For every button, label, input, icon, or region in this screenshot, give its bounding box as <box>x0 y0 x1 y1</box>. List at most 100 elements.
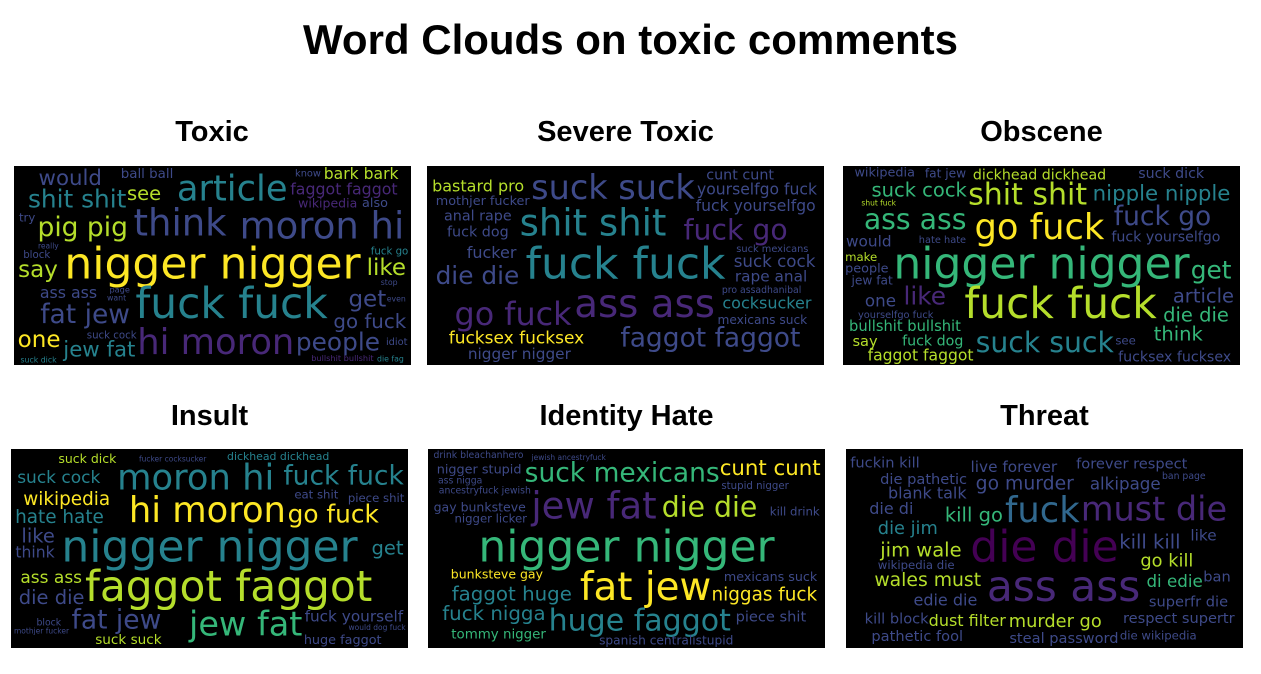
cloud-word-mothjer-fucker: mothjer fucker <box>436 194 531 209</box>
cloud-word-dust-filter: dust filter <box>929 611 1007 630</box>
cloud-word-anal-rape: anal rape <box>444 209 512 225</box>
cloud-word-fuck-dog: fuck dog <box>447 224 509 240</box>
cloud-word-stop: stop <box>381 278 398 287</box>
cloud-word-go-fuck: go fuck <box>288 500 380 529</box>
cloud-word-fuck-yourselfgo: fuck yourselfgo <box>696 197 816 215</box>
cloud-word-live-forever: live forever <box>971 458 1058 476</box>
cloud-word-think: think <box>15 544 54 562</box>
cloud-word-die-die: die die <box>436 261 520 290</box>
cloud-word-die-die: die die <box>662 490 757 523</box>
cloud-word-spanish-centralistupid: spanish centralistupid <box>599 634 733 648</box>
cloud-word-die-fag: die fag <box>377 354 404 363</box>
cloud-word-suck-cock: suck cock <box>87 330 137 341</box>
cloud-word-faggot-faggot: faggot faggot <box>85 562 372 611</box>
cloud-word-drink-bleachanhero: drink bleachanhero <box>434 450 524 461</box>
cloud-word-fat-jew: fat jew <box>580 565 711 610</box>
cloud-word-wikipedia: wikipedia <box>298 195 357 210</box>
cloud-word-fuck-yourselfgo: fuck yourselfgo <box>1111 229 1220 245</box>
cloud-word-suck-dick: suck dick <box>1138 166 1205 182</box>
cloud-word-like: like <box>1190 526 1216 544</box>
cloud-word-jew-fat: jew fat <box>530 485 656 528</box>
cloud-word-kill-kill: kill kill <box>1119 530 1180 553</box>
cloud-word-nigger-stupid: nigger stupid <box>437 463 522 478</box>
cloud-word-suck-cock: suck cock <box>871 179 967 202</box>
cloud-word-shut-fuck: shut fuck <box>861 199 896 208</box>
cloud-word-ball-ball: ball ball <box>121 167 174 182</box>
cloud-word-nigger-nigger: nigger nigger <box>468 345 572 363</box>
cloud-word-fuck-yourself: fuck yourself <box>305 607 404 625</box>
cloud-word-hi-moron: hi moron <box>129 490 286 531</box>
cloud-word-bunksteve-gay: bunksteve gay <box>451 567 544 582</box>
cloud-word-shit-shit: shit shit <box>968 178 1087 213</box>
cloud-word-shit-shit: shit shit <box>520 202 667 245</box>
cloud-word-fuck-go: fuck go <box>1114 201 1212 232</box>
cloud-word-shit-shit: shit shit <box>28 185 127 214</box>
cloud-word-moron-hi: moron hi <box>117 457 274 498</box>
wordcloud-toxic: nigger nigger fuck fuck think moron hi artic… <box>14 166 411 365</box>
cloud-word-suck-suck: suck suck <box>976 326 1115 359</box>
cloud-word-even: even <box>387 295 406 304</box>
cloud-word-know: know <box>295 168 321 179</box>
cloud-word-ass-ass: ass ass <box>20 568 82 588</box>
cloud-word-fucker-cocksucker: fucker cocksucker <box>139 454 207 463</box>
cloud-word-faggot-huge: faggot huge <box>452 583 572 606</box>
cloud-word-die-pathetic: die pathetic <box>880 471 967 488</box>
cloud-word-ass-nigga: ass nigga <box>438 475 482 486</box>
cloud-word-suck-cock: suck cock <box>734 251 816 271</box>
cloud-word-ban-page: ban page <box>1162 471 1206 482</box>
panel-title-severe-toxic: Severe Toxic <box>537 116 714 148</box>
cloud-word-fucksex-fucksex: fucksex fucksex <box>1118 350 1231 365</box>
cloud-word-rape-anal: rape anal <box>735 268 807 286</box>
cloud-word-suck-mexicans: suck mexicans <box>736 244 808 255</box>
cloud-word-faggot-faggot: faggot faggot <box>868 346 974 364</box>
cloud-word-nigger-nigger: nigger nigger <box>61 521 358 572</box>
cloud-word-wikipedia-die: wikipedia die <box>878 558 955 572</box>
cloud-word-go-fuck: go fuck <box>974 207 1104 248</box>
cloud-word-see: see <box>127 182 161 205</box>
cloud-word-wikipedia: wikipedia <box>23 489 110 510</box>
cloud-word-huge-faggot: huge faggot <box>549 603 731 638</box>
cloud-word-nigger-nigger: nigger nigger <box>893 238 1190 289</box>
cloud-word-fat-jew: fat jew <box>72 605 162 636</box>
cloud-word-say: say <box>852 333 878 350</box>
cloud-word-fuck-nigga: fuck nigga <box>442 602 545 625</box>
cloud-word-piece-shit: piece shit <box>348 491 405 505</box>
cloud-word-cocksucker: cocksucker <box>722 293 811 312</box>
cloud-word-bastard-pro: bastard pro <box>432 177 524 196</box>
cloud-word-piece-shit: piece shit <box>736 608 807 625</box>
cloud-word-would-dog-fuck: would dog fuck <box>349 623 407 632</box>
cloud-word-jew-fat: jew fat <box>188 604 302 643</box>
cloud-word-cunt-cunt: cunt cunt <box>720 456 821 481</box>
cloud-word-bullshit-bullshit: bullshit bullshit <box>849 318 961 335</box>
cloud-word-kill-go: kill go <box>945 503 1003 526</box>
cloud-word-go-murder: go murder <box>976 474 1074 495</box>
cloud-word-fat-jew: fat jew <box>40 299 130 330</box>
cloud-word-bark-bark: bark bark <box>324 166 399 183</box>
cloud-word-nigger-licker: nigger licker <box>454 512 527 526</box>
panel-title-obscene: Obscene <box>980 116 1103 148</box>
cloud-word-nigger-nigger: nigger nigger <box>478 521 775 572</box>
cloud-word-kill-block: kill block <box>865 610 930 627</box>
cloud-word-fuck-fuck: fuck fuck <box>135 279 328 328</box>
cloud-word-pro-assadhanibal: pro assadhanibal <box>722 285 801 296</box>
cloud-word-like: like <box>367 255 406 281</box>
cloud-word-would: would <box>846 233 892 251</box>
cloud-word-get: get <box>1191 255 1232 284</box>
cloud-word-try: try <box>19 211 35 225</box>
cloud-word-ass-ass: ass ass <box>40 283 97 302</box>
cloud-word-suck-suck: suck suck <box>95 632 162 648</box>
cloud-word-fuck: fuck <box>1005 490 1080 531</box>
cloud-word-get: get <box>371 536 403 559</box>
cloud-word-fuck-fuck: fuck fuck <box>283 460 404 491</box>
cloud-word-fucksex-fucksex: fucksex fucksex <box>449 329 584 349</box>
cloud-word-pathetic-fool: pathetic fool <box>871 628 963 645</box>
cloud-word-one: one <box>18 327 61 353</box>
cloud-word-like: like <box>903 282 946 311</box>
cloud-word-faggot-faggot: faggot faggot <box>290 180 397 199</box>
cloud-word-suck-suck: suck suck <box>531 168 695 207</box>
cloud-word-people: people <box>296 328 380 357</box>
cloud-word-really: really <box>38 241 59 250</box>
